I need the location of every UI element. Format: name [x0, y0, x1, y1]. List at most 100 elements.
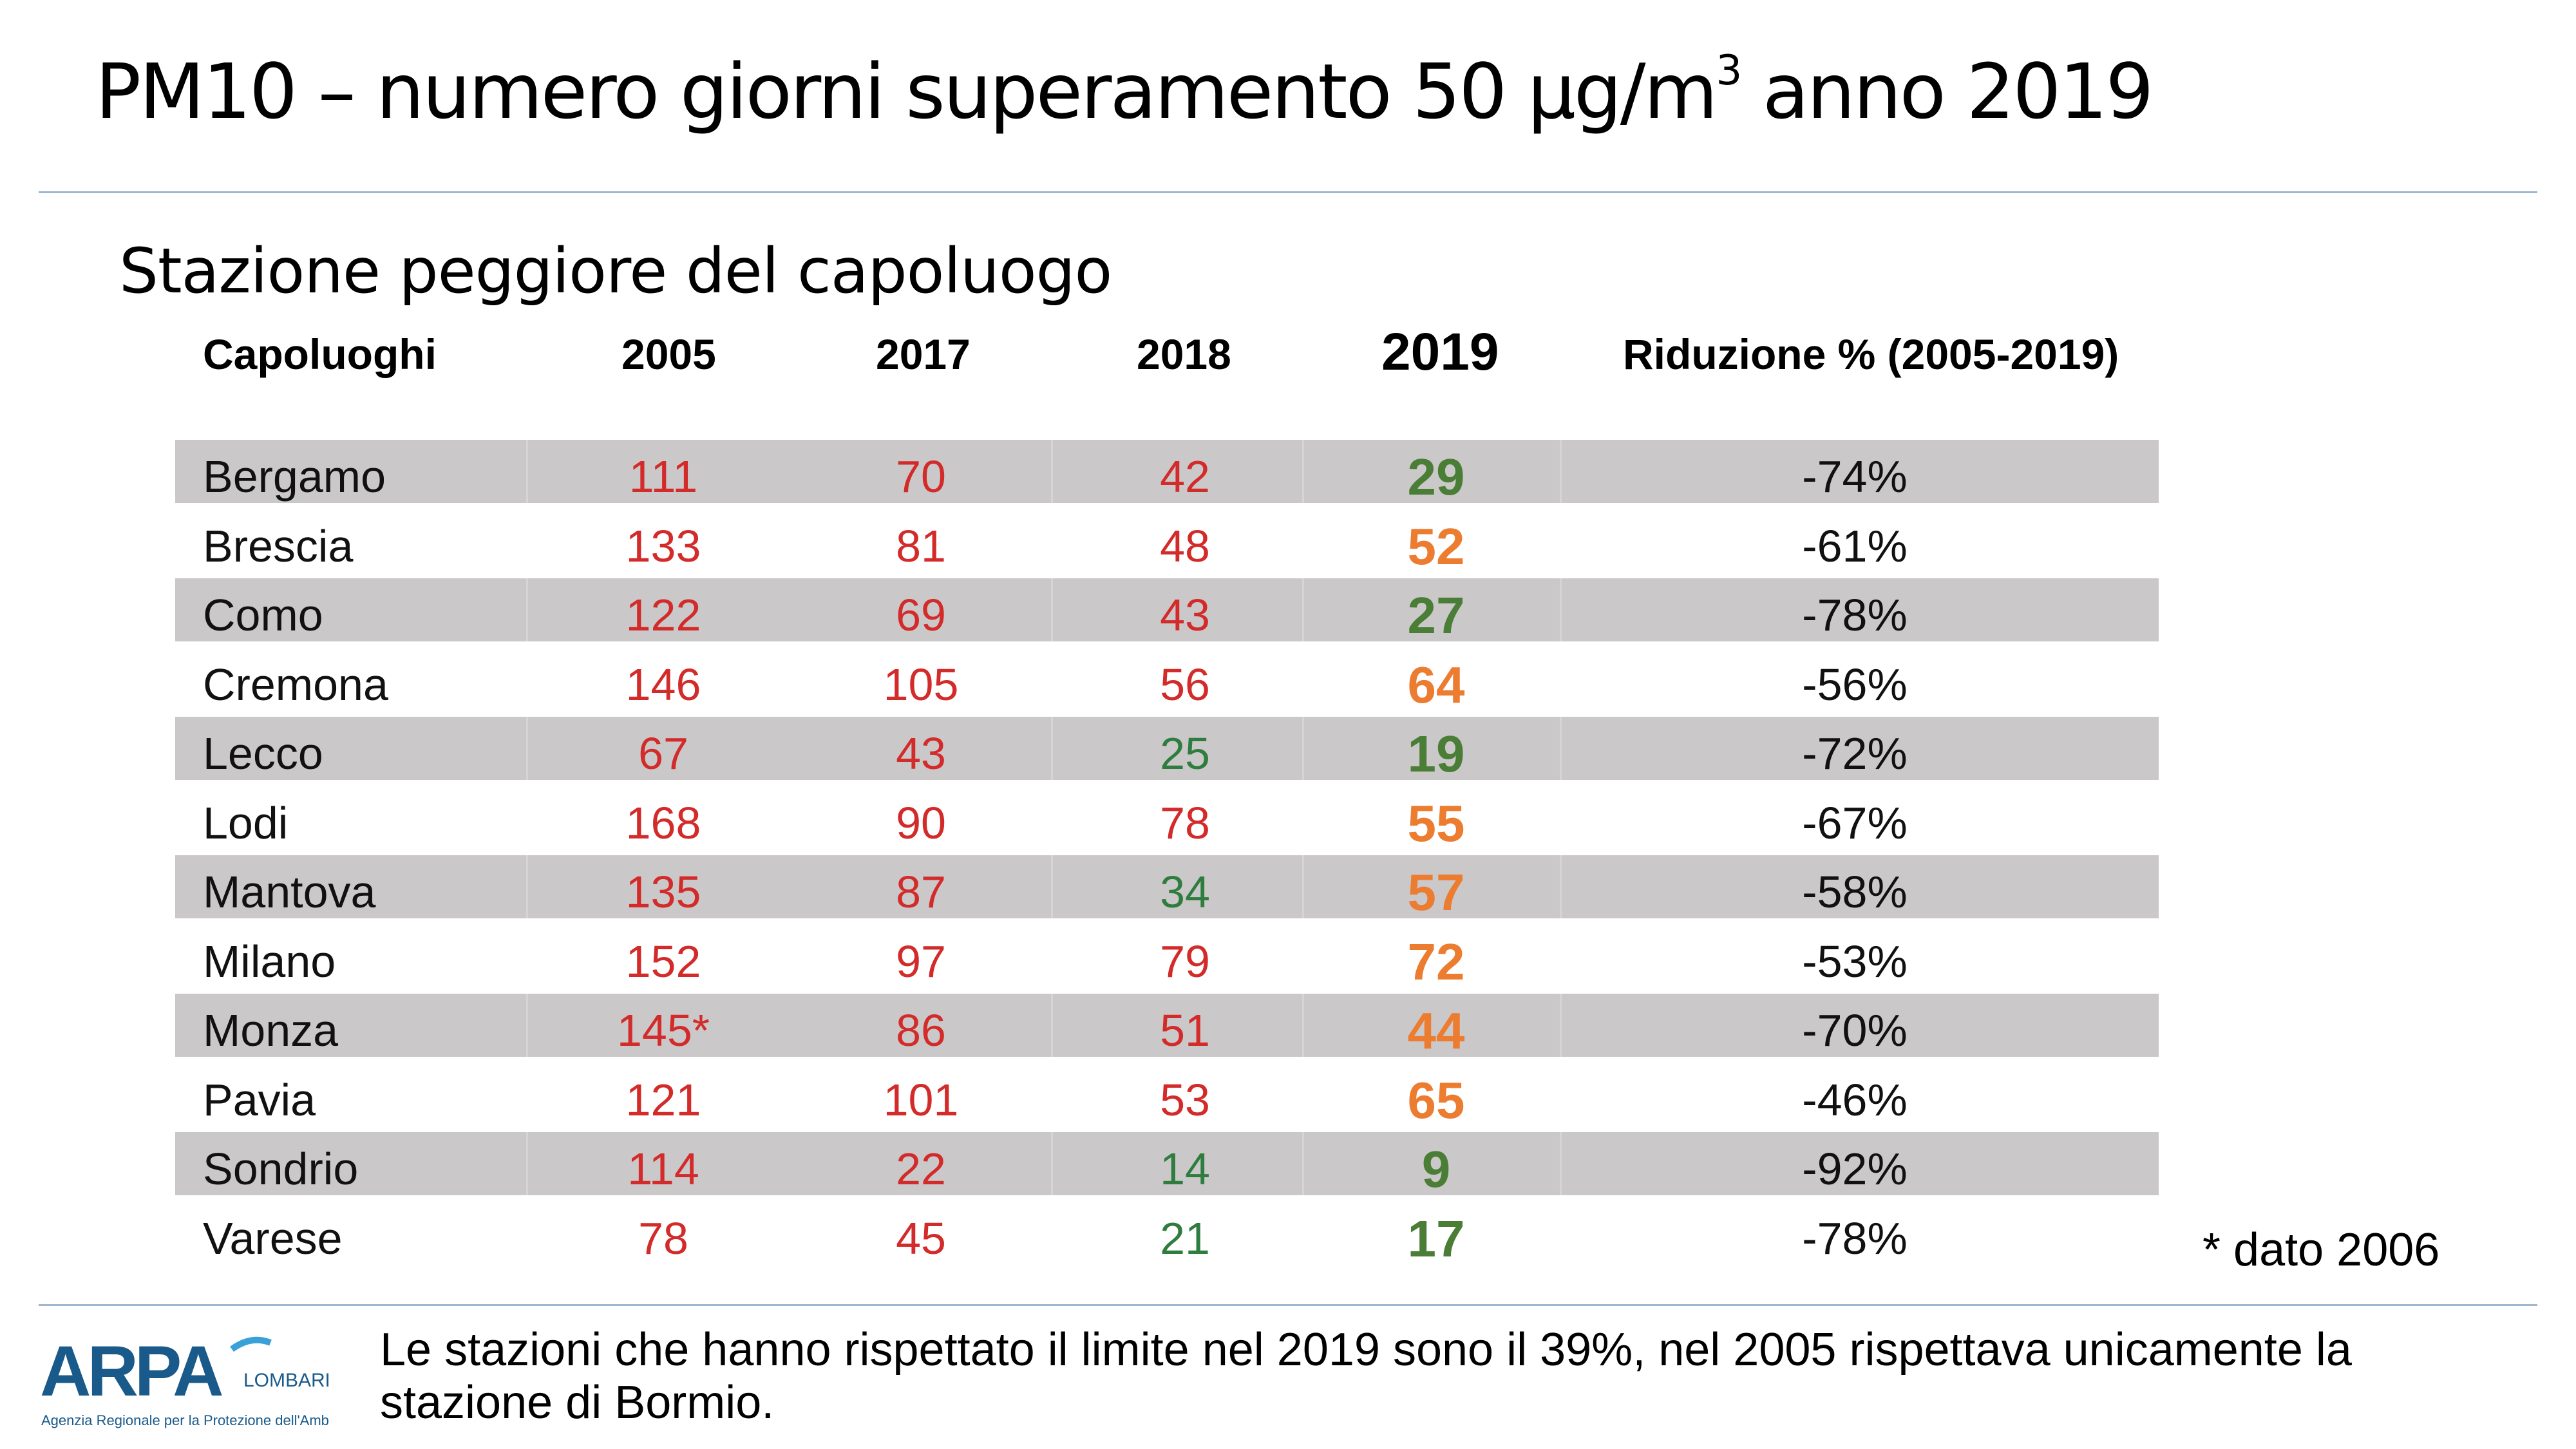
- arpa-logo: ARPA LOMBARDIA Agenzia Regionale per la …: [40, 1332, 328, 1428]
- row-band: [175, 994, 2159, 1057]
- band-separator: [1302, 994, 1304, 1057]
- value-2018: 56: [1160, 659, 1210, 710]
- logo-swoosh: [230, 1336, 272, 1352]
- title-main: PM10 – numero giorni superamento 50 µg/m: [95, 47, 1718, 136]
- value-2017: 69: [896, 590, 946, 640]
- row-band: [175, 1132, 2159, 1195]
- value-2005: 145*: [616, 1005, 710, 1056]
- header-riduzione: Riduzione % (2005-2019): [1623, 330, 2119, 378]
- value-2005: 121: [625, 1074, 701, 1125]
- band-separator: [1302, 578, 1304, 641]
- value-2019: 52: [1407, 517, 1465, 575]
- value-2018: 14: [1160, 1144, 1210, 1194]
- section-subtitle: Stazione peggiore del capoluogo: [119, 235, 1112, 307]
- footnote: * dato 2006: [2202, 1224, 2440, 1276]
- value-2017: 87: [896, 867, 946, 917]
- city-name: Como: [203, 590, 323, 640]
- riduzione-percent: -74%: [1802, 451, 1908, 502]
- riduzione-percent: -53%: [1802, 936, 1908, 987]
- value-2018: 43: [1160, 590, 1210, 640]
- riduzione-percent: -92%: [1802, 1144, 1908, 1194]
- city-name: Mantova: [203, 867, 376, 917]
- band-separator: [1302, 1132, 1304, 1195]
- header-2019: 2019: [1381, 323, 1499, 381]
- band-separator: [1302, 440, 1304, 503]
- value-2018: 21: [1160, 1213, 1210, 1264]
- value-2005: 133: [625, 520, 701, 571]
- value-2005: 114: [627, 1144, 699, 1194]
- value-2019: 17: [1407, 1209, 1465, 1267]
- table-row: Milano 152 97 79 72 -53%: [0, 926, 2576, 995]
- value-2018: 25: [1160, 728, 1210, 779]
- city-name: Bergamo: [203, 451, 386, 502]
- value-2019: 65: [1407, 1071, 1465, 1129]
- value-2017: 45: [896, 1213, 946, 1264]
- band-separator: [526, 717, 528, 780]
- band-separator: [1051, 440, 1053, 503]
- value-2017: 97: [896, 936, 946, 987]
- city-name: Cremona: [203, 659, 388, 710]
- band-separator: [526, 1132, 528, 1195]
- value-2005: 111: [629, 451, 698, 502]
- row-band: [175, 855, 2159, 918]
- city-name: Brescia: [203, 520, 354, 571]
- value-2005: 122: [625, 590, 701, 640]
- value-2019: 55: [1407, 794, 1465, 852]
- page-title: PM10 – numero giorni superamento 50 µg/m…: [95, 46, 2154, 138]
- value-2017: 43: [896, 728, 946, 779]
- row-band: [175, 578, 2159, 641]
- value-2018: 48: [1160, 520, 1210, 571]
- city-name: Monza: [203, 1005, 339, 1056]
- riduzione-percent: -56%: [1802, 659, 1908, 710]
- table-row: Monza 145* 86 51 44 -70%: [0, 995, 2576, 1064]
- row-band: [175, 440, 2159, 503]
- footer-divider: [39, 1304, 2537, 1306]
- table-row: Sondrio 114 22 14 9 -92%: [0, 1133, 2576, 1202]
- value-2017: 105: [883, 659, 959, 710]
- band-separator: [526, 994, 528, 1057]
- band-separator: [1560, 440, 1562, 503]
- band-separator: [1560, 855, 1562, 918]
- table-row: Bergamo 111 70 42 29 -74%: [0, 441, 2576, 510]
- logo-tagline: Agenzia Regionale per la Protezione dell…: [41, 1412, 328, 1428]
- value-2018: 78: [1160, 797, 1210, 848]
- value-2005: 78: [638, 1213, 688, 1264]
- value-2019: 57: [1407, 864, 1465, 921]
- city-name: Varese: [203, 1213, 343, 1264]
- table-row: Cremona 146 105 56 64 -56%: [0, 649, 2576, 718]
- value-2005: 146: [625, 659, 701, 710]
- riduzione-percent: -58%: [1802, 867, 1908, 917]
- band-separator: [1051, 1132, 1053, 1195]
- title-superscript: 3: [1716, 47, 1743, 95]
- value-2017: 101: [883, 1074, 959, 1125]
- riduzione-percent: -61%: [1802, 520, 1908, 571]
- header-capoluoghi: Capoluoghi: [203, 330, 437, 378]
- value-2005: 168: [625, 797, 701, 848]
- footer-text: Le stazioni che hanno rispettato il limi…: [380, 1324, 2352, 1428]
- value-2018: 42: [1160, 451, 1210, 502]
- value-2018: 51: [1160, 1005, 1210, 1056]
- city-name: Milano: [203, 936, 336, 987]
- value-2017: 86: [896, 1005, 946, 1056]
- riduzione-percent: -78%: [1802, 1213, 1908, 1264]
- band-separator: [1560, 994, 1562, 1057]
- riduzione-percent: -67%: [1802, 797, 1908, 848]
- table-row: Pavia 121 101 53 65 -46%: [0, 1065, 2576, 1133]
- band-separator: [526, 440, 528, 503]
- band-separator: [1560, 1132, 1562, 1195]
- header-2017: 2017: [876, 330, 971, 378]
- header-2005: 2005: [621, 330, 716, 378]
- title-suffix: anno 2019: [1740, 47, 2154, 136]
- table-row: Brescia 133 81 48 52 -61%: [0, 511, 2576, 580]
- riduzione-percent: -78%: [1802, 590, 1908, 640]
- band-separator: [526, 578, 528, 641]
- band-separator: [1560, 578, 1562, 641]
- value-2017: 81: [896, 520, 946, 571]
- title-divider: [39, 191, 2537, 193]
- value-2017: 70: [896, 451, 946, 502]
- table-row: Como 122 69 43 27 -78%: [0, 580, 2576, 649]
- table-row: Varese 78 45 21 17 -78%: [0, 1203, 2576, 1272]
- band-separator: [1051, 855, 1053, 918]
- band-separator: [1051, 578, 1053, 641]
- value-2019: 64: [1407, 656, 1465, 714]
